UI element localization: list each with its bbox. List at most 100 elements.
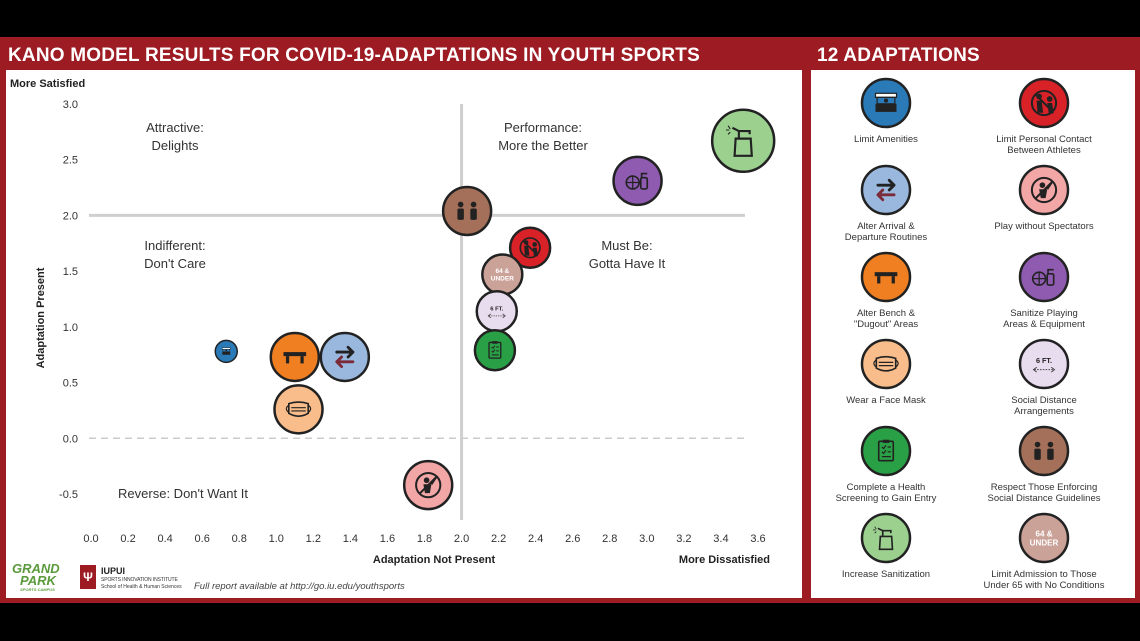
point-marker xyxy=(710,108,776,174)
x-tick-label: 3.4 xyxy=(713,533,728,545)
x-tick-label: 0.2 xyxy=(120,533,135,545)
age-label-bottom: UNDER xyxy=(1030,538,1059,547)
x-tick-label: 1.4 xyxy=(343,533,358,545)
age-label-bottom: UNDER xyxy=(491,275,514,282)
legend-icon xyxy=(860,338,912,390)
legend-label-line2: Social Distance Guidelines xyxy=(987,493,1101,504)
age-label-top: 64 & xyxy=(495,268,509,275)
legend-item: Limit Personal Contact Between Athletes xyxy=(965,77,1123,161)
data-point xyxy=(214,339,239,364)
quadrant-label: Reverse: Don't Want It xyxy=(118,486,248,501)
booth-icon xyxy=(222,347,231,355)
y-tick-label: 3.0 xyxy=(63,99,78,111)
data-point xyxy=(269,331,321,383)
bench-icon xyxy=(874,272,898,284)
bench-icon xyxy=(283,352,307,364)
legend-label-line1: Alter Arrival & xyxy=(857,221,915,232)
legend-item: 64 & UNDER Limit Admission to Those Under 6… xyxy=(965,512,1123,596)
legend-label-line1: Alter Bench & xyxy=(856,308,916,319)
x-tick-label: 0.4 xyxy=(157,533,172,545)
arrows-icon xyxy=(335,345,355,369)
legend-marker xyxy=(1018,512,1070,564)
legend-label-line1: Sanitize Playing xyxy=(1010,308,1078,319)
logo1-line2: PARK xyxy=(20,573,56,588)
legend-icon xyxy=(1018,425,1070,477)
data-point xyxy=(612,155,663,207)
legend-label: Limit Amenities xyxy=(807,134,965,145)
quadrant-label: Indifferent: xyxy=(144,238,205,253)
point-marker xyxy=(269,331,321,383)
no-contact-icon xyxy=(519,237,541,259)
x-tick-label: 1.2 xyxy=(306,533,321,545)
point-marker xyxy=(273,384,324,435)
legend-label: Limit Personal Contact Between Athletes xyxy=(965,134,1123,156)
data-point: 64 &UNDER xyxy=(481,253,524,296)
legend-label-line1: Play without Spectators xyxy=(994,221,1094,232)
legend-marker xyxy=(1018,251,1070,303)
clipboard-icon xyxy=(488,341,502,359)
legend-icon xyxy=(860,77,912,129)
x-tick-label: 0.0 xyxy=(83,533,98,545)
x-tick-label: 1.6 xyxy=(380,533,395,545)
data-point xyxy=(508,226,552,269)
legend-label: Limit Admission to Those Under 65 with No… xyxy=(965,569,1123,591)
legend-icon xyxy=(1018,77,1070,129)
point-marker xyxy=(441,185,493,237)
distance-label: 6 FT. xyxy=(1036,356,1052,365)
point-marker xyxy=(319,331,371,383)
data-point xyxy=(710,108,776,174)
legend-label: Increase Sanitization xyxy=(807,569,965,580)
quadrant-sublabel: Delights xyxy=(152,138,199,153)
legend-label: Sanitize Playing Areas & Equipment xyxy=(965,308,1123,330)
point-marker xyxy=(214,339,239,364)
mask-icon xyxy=(285,401,312,417)
legend-label-line1: Social Distance xyxy=(1011,395,1077,406)
axes: 0.0 0.2 0.4 0.6 0.8 1.0 1.2 1.4 1.6 1.8 2.0 2.2 2.4 2… xyxy=(10,78,770,566)
legend-item: Alter Arrival & Departure Routines xyxy=(807,164,965,248)
data-point xyxy=(273,384,324,435)
legend-label: Wear a Face Mask xyxy=(807,395,965,406)
legend-icon xyxy=(860,164,912,216)
age-icon: 64 &UNDER xyxy=(1030,529,1059,547)
legend-icon xyxy=(860,425,912,477)
legend-icon xyxy=(1018,164,1070,216)
distance-icon: 6 FT. xyxy=(1032,356,1056,373)
legend-icon: 6 FT. xyxy=(1018,338,1070,390)
legend-item: Sanitize Playing Areas & Equipment xyxy=(965,251,1123,335)
iupui-school: School of Health & Human Sciences xyxy=(101,584,182,590)
legend-icon xyxy=(1018,251,1070,303)
people-icon xyxy=(1034,441,1054,460)
spray-bottle-icon xyxy=(873,526,894,551)
x-tick-label: 1.8 xyxy=(417,533,432,545)
data-point xyxy=(441,185,493,237)
ball-spray-icon xyxy=(1031,268,1055,286)
y-tick-label: 0.5 xyxy=(63,378,78,390)
logo1-line1: GRAND xyxy=(12,561,60,576)
legend-item: Limit Amenities xyxy=(807,77,965,161)
legend-label-line2: Areas & Equipment xyxy=(1003,319,1085,330)
iupui-trident-icon: Ψ xyxy=(80,565,96,589)
iupui-name: IUPUI xyxy=(101,566,126,576)
chart-title: KANO MODEL RESULTS FOR COVID-19-ADAPTATI… xyxy=(8,45,700,66)
x-axis-end-label: More Dissatisfied xyxy=(679,554,770,566)
legend-label-line1: Limit Admission to Those xyxy=(991,569,1097,580)
legend-label-line1: Respect Those Enforcing xyxy=(990,482,1098,493)
legend-item: Wear a Face Mask xyxy=(807,338,965,422)
x-tick-label: 3.6 xyxy=(750,533,765,545)
legend-label-line2: Under 65 with No Conditions xyxy=(983,580,1105,591)
legend-marker xyxy=(1018,425,1070,477)
legend-marker xyxy=(860,77,912,129)
legend-label-line1: Increase Sanitization xyxy=(841,569,931,580)
legend-label-line2: Departure Routines xyxy=(844,232,928,243)
legend-item: 6 FT. Social Distance Arrangements xyxy=(965,338,1123,422)
legend-marker xyxy=(860,512,912,564)
y-tick-label: 1.0 xyxy=(63,322,78,334)
legend-item: Complete a Health Screening to Gain Entry xyxy=(807,425,965,509)
x-tick-label: 2.8 xyxy=(602,533,617,545)
legend-item: Increase Sanitization xyxy=(807,512,965,596)
booth-icon xyxy=(874,92,898,112)
legend-marker xyxy=(860,251,912,303)
y-tick-label: -0.5 xyxy=(59,489,78,501)
y-tick-label: 2.0 xyxy=(63,210,78,222)
